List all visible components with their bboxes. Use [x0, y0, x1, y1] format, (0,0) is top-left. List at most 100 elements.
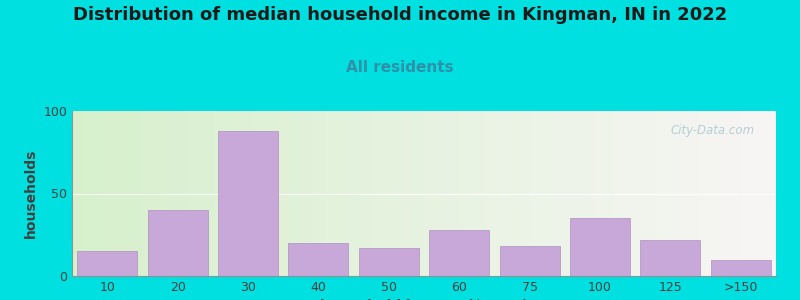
- Bar: [220, 94, 227, 284]
- Bar: [713, 94, 720, 284]
- Text: City-Data.com: City-Data.com: [670, 124, 755, 137]
- Bar: [635, 94, 642, 284]
- Bar: [213, 94, 220, 284]
- Text: All residents: All residents: [346, 60, 454, 75]
- Bar: [558, 94, 565, 284]
- Bar: [142, 94, 150, 284]
- Bar: [403, 94, 410, 284]
- Bar: [522, 94, 530, 284]
- Bar: [150, 94, 157, 284]
- X-axis label: household income ($1000): household income ($1000): [320, 299, 528, 300]
- Bar: [333, 94, 339, 284]
- Bar: [656, 94, 663, 284]
- Bar: [530, 94, 537, 284]
- Bar: [361, 94, 368, 284]
- Bar: [685, 94, 691, 284]
- Bar: [579, 94, 586, 284]
- Bar: [734, 94, 741, 284]
- Bar: [354, 94, 361, 284]
- Bar: [628, 94, 635, 284]
- Bar: [621, 94, 628, 284]
- Bar: [311, 94, 318, 284]
- Bar: [670, 94, 678, 284]
- Bar: [396, 94, 403, 284]
- Bar: [417, 94, 424, 284]
- Bar: [430, 230, 489, 276]
- Bar: [570, 218, 630, 276]
- Bar: [741, 94, 748, 284]
- Bar: [289, 243, 348, 276]
- Bar: [262, 94, 269, 284]
- Bar: [114, 94, 122, 284]
- Bar: [706, 94, 713, 284]
- Bar: [170, 94, 178, 284]
- Bar: [100, 94, 107, 284]
- Bar: [326, 94, 333, 284]
- Bar: [359, 248, 418, 276]
- Bar: [382, 94, 389, 284]
- Bar: [762, 94, 769, 284]
- Bar: [148, 210, 207, 276]
- Bar: [593, 94, 600, 284]
- Bar: [255, 94, 262, 284]
- Bar: [72, 94, 79, 284]
- Bar: [452, 94, 459, 284]
- Bar: [607, 94, 614, 284]
- Y-axis label: households: households: [24, 149, 38, 238]
- Bar: [86, 94, 93, 284]
- Bar: [494, 94, 502, 284]
- Bar: [550, 94, 558, 284]
- Bar: [163, 94, 170, 284]
- Bar: [509, 94, 515, 284]
- Bar: [107, 94, 114, 284]
- Bar: [122, 94, 128, 284]
- Bar: [445, 94, 452, 284]
- Bar: [678, 94, 685, 284]
- Bar: [474, 94, 480, 284]
- Bar: [565, 94, 572, 284]
- Bar: [178, 94, 185, 284]
- Bar: [698, 94, 706, 284]
- Bar: [480, 94, 487, 284]
- Bar: [755, 94, 762, 284]
- Bar: [128, 94, 135, 284]
- Bar: [572, 94, 579, 284]
- Bar: [346, 94, 354, 284]
- Bar: [227, 94, 234, 284]
- Bar: [544, 94, 550, 284]
- Bar: [537, 94, 544, 284]
- Bar: [641, 240, 700, 276]
- Bar: [135, 94, 142, 284]
- Bar: [283, 94, 290, 284]
- Bar: [650, 94, 656, 284]
- Bar: [269, 94, 276, 284]
- Bar: [663, 94, 670, 284]
- Bar: [374, 94, 382, 284]
- Bar: [93, 94, 100, 284]
- Bar: [78, 251, 137, 276]
- Bar: [642, 94, 650, 284]
- Bar: [438, 94, 445, 284]
- Bar: [304, 94, 311, 284]
- Bar: [459, 94, 466, 284]
- Bar: [711, 260, 770, 276]
- Bar: [157, 94, 163, 284]
- Bar: [515, 94, 522, 284]
- Bar: [424, 94, 431, 284]
- Bar: [586, 94, 593, 284]
- Bar: [339, 94, 346, 284]
- Bar: [389, 94, 396, 284]
- Bar: [726, 94, 734, 284]
- Bar: [290, 94, 298, 284]
- Bar: [248, 94, 255, 284]
- Bar: [318, 94, 326, 284]
- Bar: [691, 94, 698, 284]
- Bar: [600, 94, 607, 284]
- Bar: [748, 94, 755, 284]
- Bar: [198, 94, 206, 284]
- Bar: [298, 94, 304, 284]
- Bar: [487, 94, 494, 284]
- Bar: [192, 94, 198, 284]
- Bar: [466, 94, 474, 284]
- Bar: [502, 94, 509, 284]
